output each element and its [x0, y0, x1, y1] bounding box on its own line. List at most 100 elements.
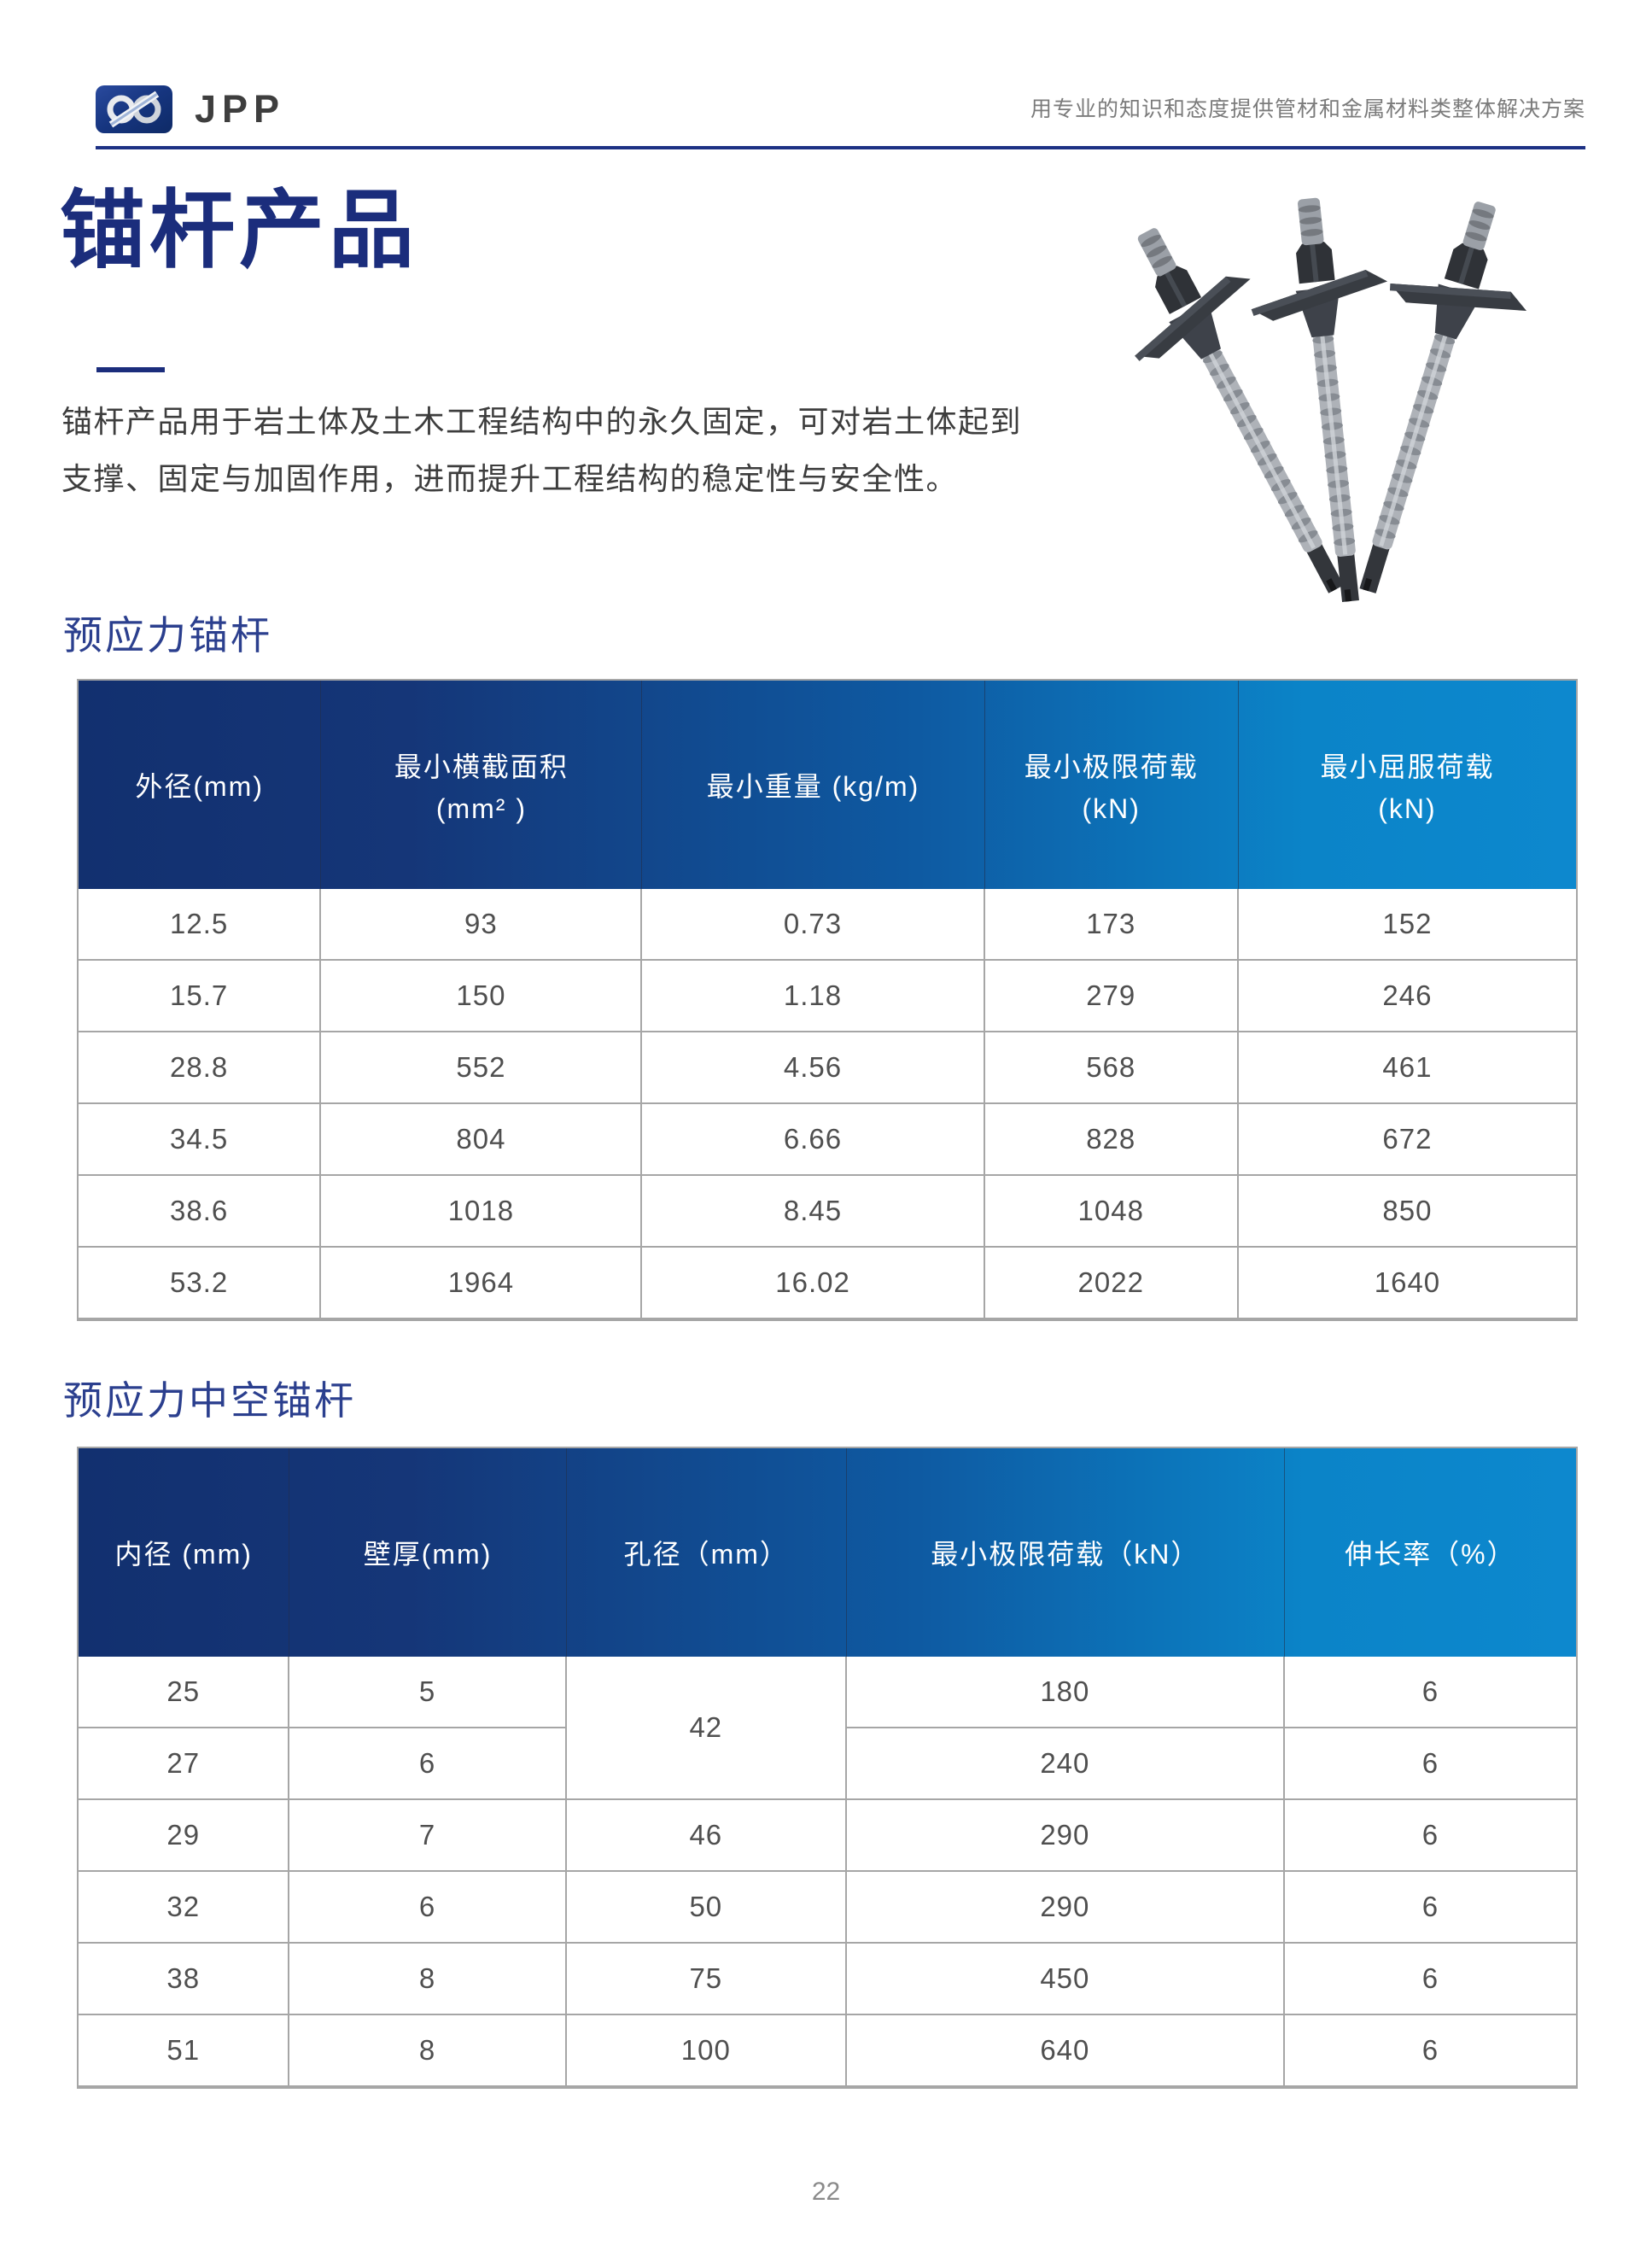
table-cell: 290 — [846, 1800, 1285, 1872]
hollow-anchor-table: 内径 (mm) 壁厚(mm) 孔径（mm） 最小极限荷载（kN） 伸长率（%） … — [77, 1447, 1578, 2089]
table-cell: 25 — [79, 1657, 290, 1728]
table-cell: 150 — [321, 961, 643, 1032]
table2-header-row: 内径 (mm) 壁厚(mm) 孔径（mm） 最小极限荷载（kN） 伸长率（%） — [79, 1448, 1576, 1657]
section-title-hollow-anchor: 预应力中空锚杆 — [63, 1378, 356, 1423]
table-cell: 53.2 — [79, 1248, 322, 1319]
column-header-unit: (mm² ) — [435, 792, 527, 824]
column-header-label: 最小重量 (kg/m) — [706, 771, 920, 802]
table-cell: 828 — [984, 1104, 1239, 1176]
column-header-label: 伸长率（%） — [1345, 1539, 1516, 1570]
table-cell: 0.73 — [642, 889, 985, 961]
column-header-label: 最小极限荷载（kN） — [931, 1539, 1200, 1570]
table-cell: 450 — [846, 1944, 1285, 2015]
table-cell: 290 — [846, 1872, 1285, 1944]
column-header-label: 内径 (mm) — [114, 1539, 253, 1570]
column-header-label: 最小横截面积 — [394, 751, 569, 782]
column-header: 外径(mm) — [79, 681, 322, 889]
table-cell: 12.5 — [79, 889, 322, 961]
page-header-logo: JPP — [96, 85, 285, 133]
table-cell: 29 — [79, 1800, 290, 1872]
table-cell: 568 — [984, 1032, 1239, 1104]
table-cell: 28.8 — [79, 1032, 322, 1104]
description-line-1: 锚杆产品用于岩土体及土木工程结构中的永久固定，可对岩土体起到 — [61, 404, 1023, 439]
table2-body: 25 5 42 180 6 27 6 240 6 29 7 46 290 6 3… — [79, 1657, 1576, 2087]
table1-header-row: 外径(mm) 最小横截面积 (mm² ) 最小重量 (kg/m) 最小极限荷载 (k… — [79, 681, 1576, 889]
table-cell: 6 — [1284, 1944, 1576, 2015]
column-header-label: 最小极限荷载 — [1024, 751, 1199, 782]
table-cell: 34.5 — [79, 1104, 322, 1176]
column-header: 伸长率（%） — [1285, 1448, 1576, 1657]
table1-body: 12.5 93 0.73 173 152 15.7 150 1.18 279 2… — [79, 889, 1576, 1319]
page-title: 锚杆产品 — [60, 183, 418, 278]
column-header-unit: (kN) — [1378, 792, 1437, 824]
table-cell: 8 — [289, 1944, 567, 2015]
table-cell: 6 — [1284, 1800, 1576, 1872]
jpp-logo-icon — [96, 85, 172, 133]
table-cell: 1640 — [1238, 1248, 1576, 1319]
table-cell: 6 — [1284, 1657, 1576, 1728]
prestressed-anchor-table: 外径(mm) 最小横截面积 (mm² ) 最小重量 (kg/m) 最小极限荷载 (k… — [77, 679, 1578, 1321]
table-cell: 6 — [289, 1728, 567, 1800]
logo-text: JPP — [195, 87, 286, 131]
table-cell: 93 — [321, 889, 643, 961]
column-header: 最小横截面积 (mm² ) — [321, 681, 643, 889]
table-cell: 1964 — [321, 1248, 643, 1319]
header-rule — [96, 146, 1585, 149]
table-cell-merged-hole-diameter: 42 — [566, 1657, 847, 1800]
table-cell: 50 — [566, 1872, 847, 1944]
table-cell: 6 — [1284, 1728, 1576, 1800]
anchor-bolts-image — [1093, 188, 1554, 608]
table-cell: 850 — [1238, 1176, 1576, 1248]
column-header: 内径 (mm) — [79, 1448, 290, 1657]
table-cell: 6 — [289, 1872, 567, 1944]
table-cell: 180 — [846, 1657, 1285, 1728]
column-header: 壁厚(mm) — [289, 1448, 567, 1657]
description-line-2: 支撑、固定与加固作用，进而提升工程结构的稳定性与安全性。 — [61, 461, 959, 496]
table-cell: 552 — [321, 1032, 643, 1104]
column-header-unit: (kN) — [1082, 792, 1141, 824]
column-header: 最小屈服荷载 (kN) — [1239, 681, 1576, 889]
table-cell: 2022 — [984, 1248, 1239, 1319]
table-cell: 51 — [79, 2015, 290, 2087]
title-underline — [96, 367, 165, 372]
table-cell: 7 — [289, 1800, 567, 1872]
page-number: 22 — [811, 2178, 841, 2206]
section-title-prestressed-anchor: 预应力锚杆 — [63, 613, 272, 658]
column-header: 最小极限荷载 (kN) — [985, 681, 1239, 889]
table-cell: 1.18 — [642, 961, 985, 1032]
column-header: 孔径（mm） — [567, 1448, 847, 1657]
table-cell: 152 — [1238, 889, 1576, 961]
table-cell: 804 — [321, 1104, 643, 1176]
table-cell: 461 — [1238, 1032, 1576, 1104]
table-cell: 240 — [846, 1728, 1285, 1800]
column-header-label: 外径(mm) — [135, 771, 264, 802]
table-cell: 16.02 — [642, 1248, 985, 1319]
product-description: 锚杆产品用于岩土体及土木工程结构中的永久固定，可对岩土体起到 支撑、固定与加固作… — [61, 393, 1022, 507]
table-cell: 640 — [846, 2015, 1285, 2087]
header-tagline: 用专业的知识和态度提供管材和金属材料类整体解决方案 — [1030, 97, 1585, 121]
table-cell: 38.6 — [79, 1176, 322, 1248]
table-cell: 246 — [1238, 961, 1576, 1032]
table-cell: 672 — [1238, 1104, 1576, 1176]
table-cell: 5 — [289, 1657, 567, 1728]
table-cell: 100 — [566, 2015, 847, 2087]
column-header-label: 壁厚(mm) — [363, 1539, 493, 1570]
table-cell: 6 — [1284, 2015, 1576, 2087]
table-cell: 15.7 — [79, 961, 322, 1032]
table-cell: 8 — [289, 2015, 567, 2087]
table-cell: 1018 — [321, 1176, 643, 1248]
column-header-label: 孔径（mm） — [623, 1539, 789, 1570]
table-cell: 1048 — [984, 1176, 1239, 1248]
table-cell: 8.45 — [642, 1176, 985, 1248]
table-cell: 75 — [566, 1944, 847, 2015]
column-header: 最小极限荷载（kN） — [847, 1448, 1285, 1657]
column-header: 最小重量 (kg/m) — [642, 681, 985, 889]
column-header-label: 最小屈服荷载 — [1320, 751, 1495, 782]
table-cell: 173 — [984, 889, 1239, 961]
table-cell: 6.66 — [642, 1104, 985, 1176]
table-cell: 4.56 — [642, 1032, 985, 1104]
table-cell: 6 — [1284, 1872, 1576, 1944]
table-cell: 46 — [566, 1800, 847, 1872]
table-cell: 38 — [79, 1944, 290, 2015]
